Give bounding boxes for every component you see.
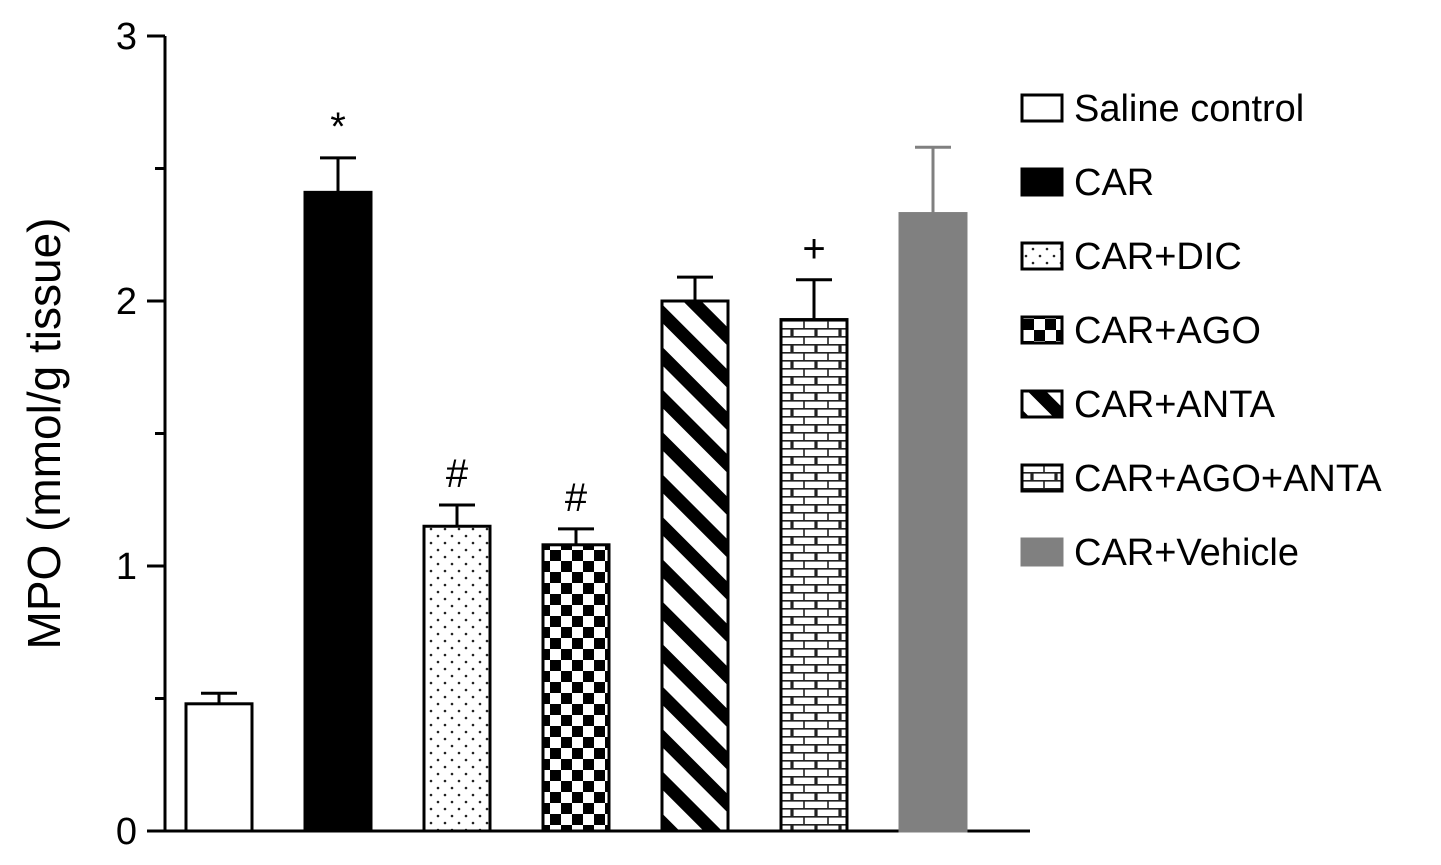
legend-swatch xyxy=(1020,241,1064,271)
y-tick-label: 1 xyxy=(116,546,137,588)
legend-swatch xyxy=(1020,537,1064,567)
legend-swatch xyxy=(1020,167,1064,197)
legend-label: Saline control xyxy=(1074,88,1304,130)
legend-swatch xyxy=(1020,463,1064,493)
y-axis-label: MPO (mmol/g tissue) xyxy=(18,218,70,650)
y-tick-label: 2 xyxy=(116,281,137,323)
legend-swatch xyxy=(1020,389,1064,419)
legend-swatch xyxy=(1020,93,1064,123)
legend-swatch xyxy=(1020,315,1064,345)
legend-label: CAR+Vehicle xyxy=(1074,532,1299,574)
bar xyxy=(541,543,611,833)
legend-label: CAR xyxy=(1074,162,1154,204)
legend-label: CAR+ANTA xyxy=(1074,384,1276,426)
significance-marker: + xyxy=(802,227,825,271)
bar xyxy=(660,299,730,833)
legend-label: CAR+AGO xyxy=(1074,310,1261,352)
legend-label: CAR+DIC xyxy=(1074,236,1242,278)
bar xyxy=(303,190,373,833)
significance-marker: # xyxy=(565,476,588,520)
legend-label: CAR+AGO+ANTA xyxy=(1074,458,1382,500)
bar xyxy=(779,318,849,833)
bar xyxy=(184,702,254,833)
bar xyxy=(898,212,968,833)
significance-marker: * xyxy=(330,105,346,149)
y-tick-label: 3 xyxy=(116,16,137,58)
significance-marker: # xyxy=(446,452,469,496)
bar xyxy=(422,524,492,833)
y-tick-label: 0 xyxy=(116,811,137,853)
